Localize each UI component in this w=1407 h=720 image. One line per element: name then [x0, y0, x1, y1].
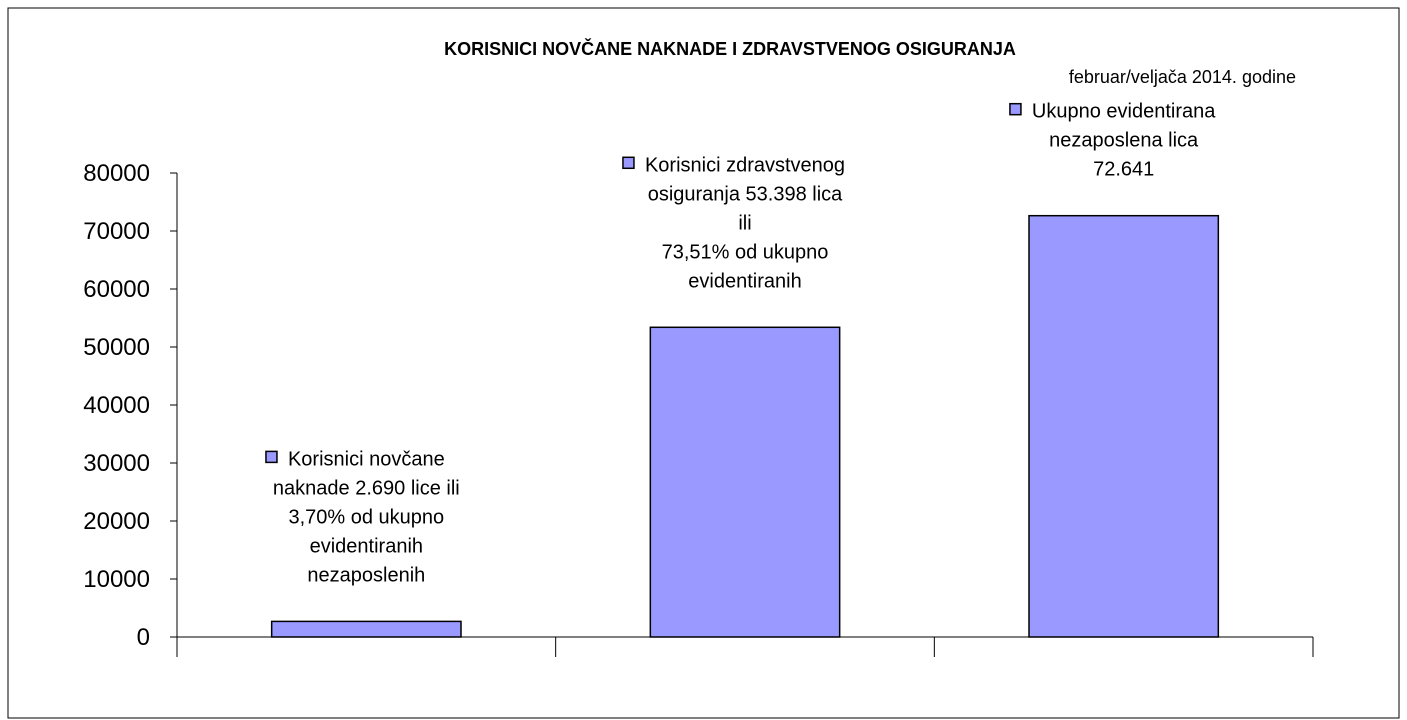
y-tick-label: 70000 — [83, 218, 150, 245]
legend-key — [1009, 102, 1022, 116]
data-label: Ukupno evidentirana nezaposlena lica 72.64… — [1032, 101, 1216, 181]
chart-title: KORISNICI NOVČANE NAKNADE I ZDRAVSTVENOG… — [444, 38, 1016, 59]
y-tick-label: 80000 — [83, 160, 150, 187]
data-label: Korisnici zdravstvenog osiguranja 53.398 … — [645, 154, 845, 292]
y-tick-label: 40000 — [83, 392, 150, 419]
y-tick-label: 50000 — [83, 334, 150, 361]
bar — [649, 326, 841, 638]
bar — [1028, 214, 1220, 638]
data-label: Korisnici novčane naknade 2.690 lice ili 3… — [273, 448, 460, 586]
legend-key — [622, 156, 635, 170]
y-tick-label: 30000 — [83, 450, 150, 477]
legend-key — [265, 450, 278, 464]
y-tick-label: 10000 — [83, 566, 150, 593]
bar — [270, 620, 462, 638]
y-tick-label: 60000 — [83, 276, 150, 303]
y-tick-label: 0 — [137, 624, 150, 651]
y-tick-label: 20000 — [83, 508, 150, 535]
chart-subtitle: februar/veljača 2014. godine — [1069, 67, 1296, 87]
